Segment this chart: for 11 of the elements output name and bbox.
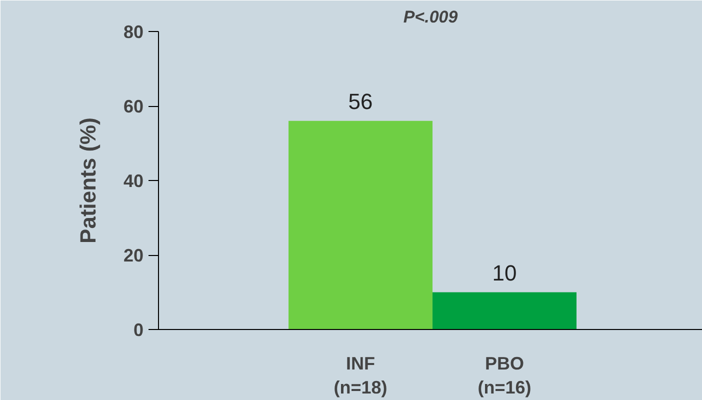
y-tick-label: 20 xyxy=(123,246,144,266)
x-tick-label: INF (n=18) xyxy=(334,354,388,398)
x-tick-label: PBO (n=16) xyxy=(478,354,532,398)
chart-title: P<.009 xyxy=(403,8,458,26)
data-label: 10 xyxy=(492,260,517,286)
y-tick-label: 60 xyxy=(123,96,144,116)
data-label: 56 xyxy=(348,88,373,114)
y-axis-title: Patients (%) xyxy=(75,118,100,244)
y-tick-label: 40 xyxy=(123,171,144,191)
y-tick-label: 0 xyxy=(133,320,144,340)
y-tick-label: 80 xyxy=(123,22,144,42)
